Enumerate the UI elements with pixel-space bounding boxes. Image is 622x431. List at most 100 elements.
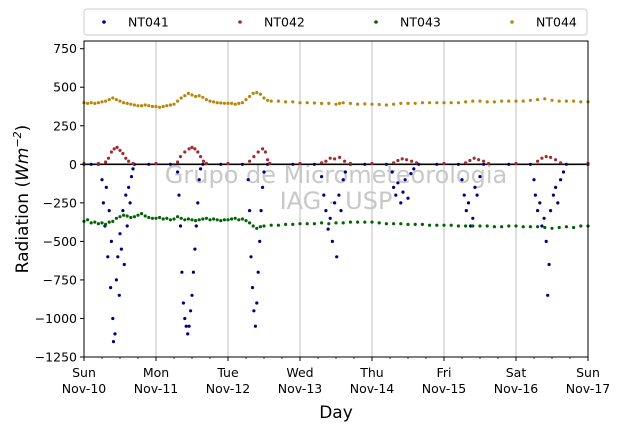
point-NT044-77 — [442, 101, 446, 105]
point-NT044-88 — [521, 99, 525, 103]
y-tick-label-4: −250 — [43, 195, 77, 210]
point-NT042-10 — [127, 159, 131, 163]
point-NT043-7 — [107, 220, 111, 224]
point-NT044-43 — [237, 101, 241, 105]
point-NT042-16 — [187, 147, 191, 151]
legend-marker-NT043 — [374, 20, 378, 24]
point-NT042-42 — [400, 157, 404, 161]
point-NT041-109 — [540, 224, 544, 228]
point-NT044-52 — [269, 99, 273, 103]
point-NT044-84 — [492, 100, 496, 104]
point-NT043-82 — [492, 225, 496, 229]
legend: NT041 NT042 NT043 NT044 — [83, 8, 588, 36]
point-NT041-19 — [121, 209, 125, 213]
point-NT041-12 — [111, 340, 116, 344]
point-NT044-61 — [334, 102, 338, 106]
point-NT044-55 — [291, 100, 295, 104]
x-tick-date-0: Nov-10 — [62, 381, 107, 396]
x-tick-day-0: Sun — [72, 365, 96, 380]
x-grid — [155, 41, 517, 357]
point-NT041-64 — [312, 162, 316, 166]
point-NT041-67 — [324, 209, 328, 213]
point-NT041-117 — [556, 201, 560, 205]
point-NT041-9 — [109, 286, 113, 290]
point-NT044-42 — [233, 102, 237, 106]
y-axis-label-sup: −2 — [11, 131, 24, 147]
point-NT041-56 — [255, 301, 259, 305]
point-NT043-74 — [435, 223, 439, 227]
point-NT043-60 — [334, 221, 338, 225]
point-NT043-6 — [104, 222, 108, 226]
point-NT041-14 — [114, 278, 118, 282]
point-NT044-49 — [258, 92, 262, 96]
point-NT042-48 — [468, 158, 472, 163]
point-NT044-68 — [377, 102, 381, 107]
point-NT042-14 — [178, 155, 183, 159]
point-NT041-88 — [409, 172, 413, 176]
point-NT043-59 — [327, 222, 331, 226]
point-NT041-30 — [176, 170, 180, 174]
point-NT042-28 — [263, 150, 267, 154]
y-axis-label-main: Radiation ( — [13, 181, 33, 273]
point-NT041-83 — [396, 181, 400, 185]
point-NT044-28 — [183, 94, 187, 98]
point-NT042-21 — [201, 159, 206, 163]
point-NT042-37 — [343, 159, 347, 163]
point-NT044-78 — [449, 101, 453, 105]
point-NT041-63 — [291, 162, 295, 166]
point-NT043-92 — [564, 225, 569, 229]
point-NT041-24 — [128, 201, 132, 205]
point-NT041-94 — [462, 193, 466, 197]
x-axis-label: Day — [319, 403, 353, 423]
point-NT043-85 — [514, 224, 518, 228]
point-NT044-53 — [276, 99, 280, 103]
point-NT041-81 — [392, 185, 396, 189]
point-NT041-55 — [253, 324, 257, 328]
point-NT041-113 — [547, 262, 551, 267]
point-NT044-22 — [161, 104, 165, 109]
point-NT043-66 — [377, 221, 381, 225]
point-NT041-47 — [201, 162, 205, 166]
point-NT042-49 — [472, 156, 476, 160]
point-NT043-88 — [536, 225, 540, 229]
point-NT041-84 — [399, 201, 403, 205]
point-NT041-13 — [113, 332, 117, 336]
point-NT042-23 — [226, 161, 230, 166]
point-NT043-10 — [118, 215, 122, 219]
point-NT044-26 — [176, 99, 180, 103]
point-NT041-80 — [390, 170, 394, 174]
legend-item-NT042: NT042 — [238, 15, 305, 30]
point-NT043-26 — [176, 215, 180, 219]
point-NT041-79 — [384, 162, 388, 166]
point-NT044-6 — [104, 99, 108, 103]
point-NT043-31 — [194, 219, 198, 223]
point-NT042-53 — [514, 161, 518, 166]
point-NT044-87 — [514, 99, 518, 103]
point-NT041-11 — [111, 316, 115, 321]
point-NT043-22 — [161, 217, 165, 221]
point-NT042-33 — [324, 159, 328, 163]
point-NT043-77 — [456, 224, 460, 228]
point-NT043-14 — [132, 215, 136, 219]
point-NT044-89 — [528, 98, 533, 102]
point-NT041-46 — [199, 167, 203, 171]
point-NT043-15 — [136, 213, 140, 217]
point-NT042-47 — [464, 161, 468, 165]
point-NT041-87 — [406, 196, 410, 200]
point-NT041-103 — [507, 162, 511, 166]
point-NT042-26 — [256, 150, 260, 154]
point-NT042-35 — [333, 157, 337, 161]
legend-item-NT043: NT043 — [374, 15, 441, 30]
point-NT043-51 — [269, 223, 273, 227]
point-NT043-18 — [147, 215, 151, 220]
point-NT041-110 — [542, 216, 546, 220]
point-NT041-61 — [262, 170, 266, 174]
point-NT042-25 — [252, 155, 256, 159]
point-NT043-23 — [165, 216, 169, 220]
point-NT042-41 — [396, 158, 400, 163]
point-NT041-98 — [471, 216, 475, 220]
point-NT043-61 — [341, 221, 345, 225]
point-NT043-37 — [215, 218, 219, 222]
point-NT043-80 — [478, 224, 482, 228]
point-NT041-16 — [117, 293, 121, 297]
